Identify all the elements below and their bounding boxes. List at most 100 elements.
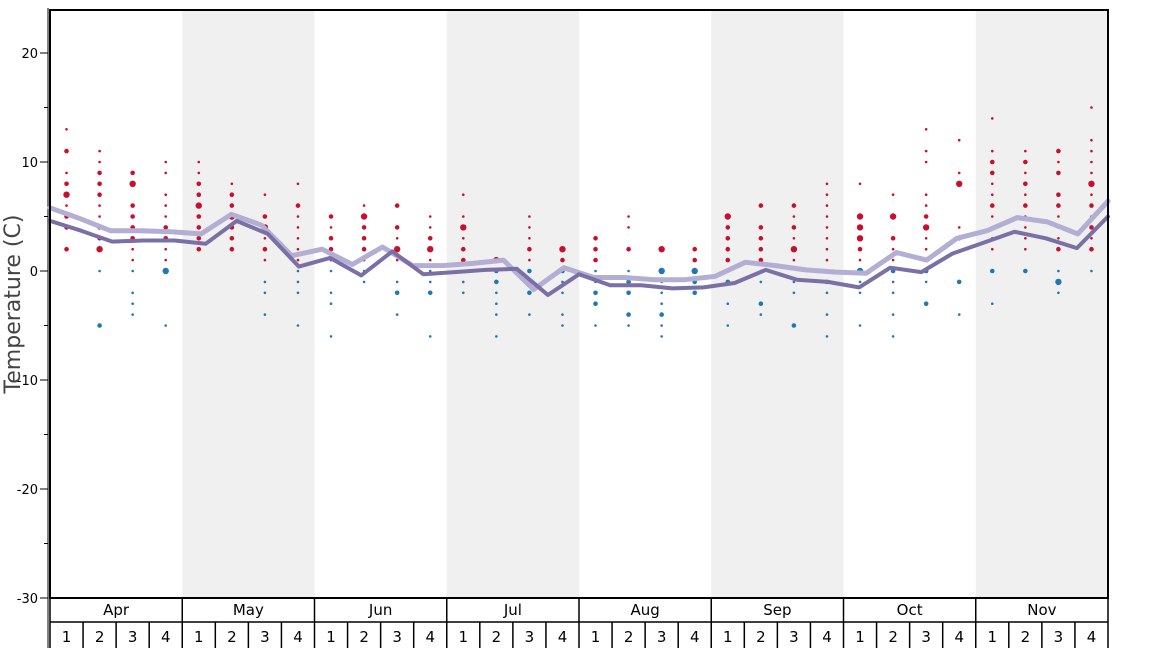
month-label: Jul: [503, 601, 522, 619]
warm-dot: [229, 192, 235, 197]
y-tick-label: -20: [17, 483, 38, 498]
cold-dot: [626, 290, 631, 296]
week-label: 1: [459, 628, 469, 646]
warm-dot: [1023, 181, 1028, 187]
warm-dot: [560, 257, 565, 263]
cold-dot: [923, 301, 929, 307]
warm-dot: [229, 236, 235, 241]
week-label: 2: [1021, 628, 1031, 646]
warm-dot: [63, 191, 70, 198]
week-label: 4: [690, 628, 700, 646]
warm-dot: [394, 225, 400, 230]
week-label: 3: [260, 628, 270, 646]
warm-dot: [593, 246, 598, 252]
cold-dot: [329, 302, 333, 306]
warm-dot: [692, 257, 698, 263]
warm-dot: [792, 237, 796, 240]
warm-dot: [990, 182, 994, 186]
warm-dot: [758, 203, 764, 208]
warm-dot: [856, 213, 864, 220]
warm-dot: [460, 224, 467, 231]
warm-dot: [164, 215, 168, 218]
cold-dot: [561, 324, 564, 327]
cold-dot: [495, 291, 498, 295]
warm-dot: [825, 226, 829, 229]
cold-dot: [528, 313, 531, 316]
warm-dot: [1057, 215, 1060, 218]
warm-dot: [825, 182, 829, 186]
warm-dot: [1090, 106, 1093, 109]
warm-dot: [923, 214, 929, 219]
warm-dot: [65, 171, 68, 175]
cold-dot: [792, 291, 796, 295]
cold-dot: [461, 280, 465, 284]
cold-dot: [1057, 291, 1060, 295]
cold-dot: [858, 280, 862, 284]
warm-dot: [1056, 246, 1061, 252]
warm-dot: [460, 246, 466, 252]
warm-dot: [790, 246, 798, 253]
warm-dot: [164, 171, 168, 175]
warm-dot: [1024, 226, 1027, 229]
warm-dot: [296, 226, 300, 229]
cold-dot: [924, 280, 928, 284]
warm-dot: [1090, 237, 1093, 240]
warm-dot: [725, 225, 731, 230]
warm-dot: [96, 246, 103, 253]
month-label: Apr: [103, 601, 130, 619]
cold-dot: [626, 312, 631, 317]
warm-dot: [229, 203, 235, 208]
warm-dot: [395, 258, 399, 262]
month-label: Oct: [897, 601, 923, 619]
cold-dot: [329, 335, 333, 338]
warm-dot: [131, 258, 134, 262]
cold-dot: [593, 301, 598, 307]
cold-dot: [131, 302, 134, 306]
y-tick-label: 10: [21, 156, 38, 171]
cold-dot: [428, 335, 432, 338]
warm-dot: [957, 226, 961, 229]
week-label: 1: [194, 628, 204, 646]
warm-dot: [825, 215, 829, 218]
warm-dot: [1090, 160, 1093, 164]
cold-dot: [428, 269, 432, 273]
warm-dot: [1090, 138, 1093, 142]
week-label: 3: [392, 628, 402, 646]
warm-dot: [692, 246, 698, 252]
warm-dot: [858, 182, 862, 186]
cold-dot: [427, 290, 433, 296]
warm-dot: [461, 215, 465, 218]
warm-dot: [1056, 170, 1061, 176]
cold-dot: [1057, 269, 1060, 273]
warm-dot: [328, 214, 334, 219]
warm-dot: [230, 182, 234, 186]
warm-dot: [1090, 193, 1093, 196]
cold-dot: [561, 313, 564, 316]
warm-dot: [989, 203, 995, 208]
warm-dot: [1089, 246, 1094, 252]
warm-dot: [922, 224, 930, 231]
warm-dot: [229, 246, 235, 252]
cold-dot: [858, 291, 862, 295]
warm-dot: [1057, 237, 1060, 240]
month-bands: [182, 10, 1108, 598]
warm-dot: [362, 204, 366, 207]
cold-dot: [825, 335, 829, 338]
warm-dot: [197, 171, 201, 175]
warm-dot: [163, 225, 169, 230]
x-axis: Apr 1 2 3 4 May 1 2 3 4 Jun 1 2 3 4 Jul 1 2 3 4 Aug 1 2 3 4 Sep 1 2…: [49, 598, 1109, 648]
week-label: 3: [657, 628, 667, 646]
cold-dot: [726, 302, 730, 306]
cold-dot: [593, 290, 598, 296]
cold-dot: [329, 269, 333, 273]
warm-dot: [98, 149, 101, 153]
week-label: 2: [756, 628, 766, 646]
cold-dot: [162, 267, 169, 275]
warm-dot: [164, 247, 168, 251]
warm-dot: [527, 246, 532, 252]
warm-dot: [1056, 203, 1061, 208]
warm-dot: [791, 225, 797, 230]
warm-dot: [593, 257, 598, 263]
warm-dot: [627, 215, 630, 218]
cold-dot: [956, 279, 962, 285]
